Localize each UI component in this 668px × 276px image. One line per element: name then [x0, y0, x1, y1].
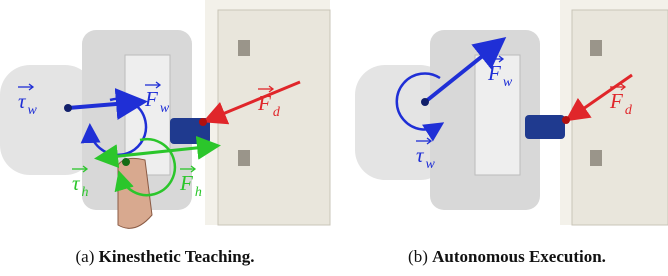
annotation-symbol: F — [144, 87, 158, 111]
annotation-subscript: h — [82, 185, 89, 200]
annotation-symbol: τ — [72, 171, 81, 195]
annotation-subscript: w — [160, 101, 170, 116]
caption: (b) Autonomous Execution. — [408, 247, 606, 266]
caption-label: (a) — [76, 247, 95, 266]
annotation-subscript: w — [503, 75, 513, 90]
annotation-symbol: F — [179, 171, 193, 195]
caption: (a) Kinesthetic Teaching. — [76, 247, 255, 266]
caption-title: Autonomous Execution. — [432, 247, 606, 266]
figure: (a) Kinesthetic Teaching.τwFwFdτhFh(b) A… — [0, 0, 668, 276]
annotation-subscript: d — [273, 105, 281, 120]
annotation-subscript: h — [195, 185, 202, 200]
caption-label: (b) — [408, 247, 428, 266]
annotation-subscript: d — [625, 103, 633, 118]
caption-title: Kinesthetic Teaching. — [99, 247, 255, 266]
annotation-symbol: F — [487, 61, 501, 85]
annotation-subscript: w — [28, 103, 38, 118]
annotation-symbol: F — [609, 89, 623, 113]
annotation-symbol: F — [257, 91, 271, 115]
annotation-subscript: w — [426, 157, 436, 172]
